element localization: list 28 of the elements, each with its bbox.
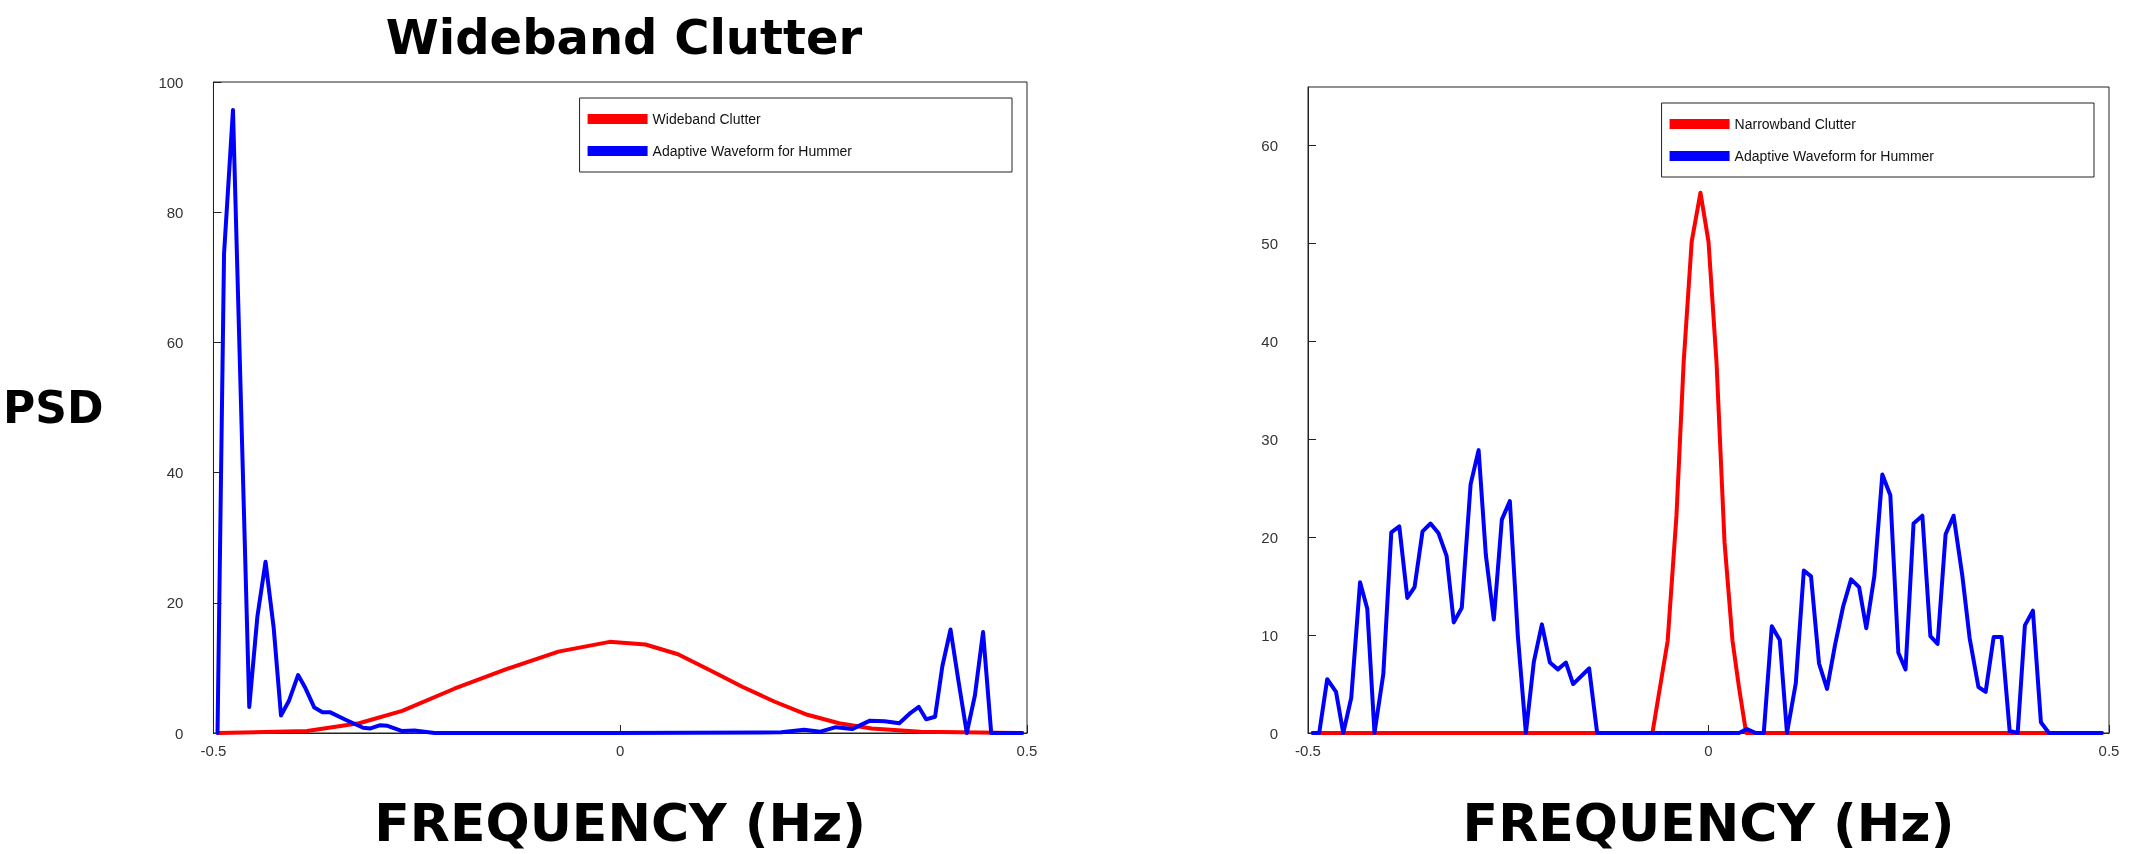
x-axis-title: FREQUENCY (Hz) — [374, 793, 867, 853]
x-tick-label: 0.5 — [1016, 742, 1038, 759]
chart-title: Wideband Clutter — [385, 9, 863, 65]
x-tick-label: 0 — [1704, 742, 1713, 759]
y-axis-title: PSD — [2, 382, 104, 433]
x-tick-label: -0.5 — [1295, 742, 1321, 759]
y-tick-label: 30 — [1261, 430, 1278, 448]
x-tick-label: -0.5 — [200, 742, 227, 759]
legend-label: Adaptive Waveform for Hummer — [652, 143, 853, 159]
y-tick-label: 50 — [1261, 235, 1278, 253]
x-axis-title: FREQUENCY (Hz) — [1462, 793, 1955, 853]
legend-label: Adaptive Waveform for Hummer — [1734, 148, 1935, 164]
y-tick-label: 100 — [158, 73, 184, 91]
y-tick-label: 0 — [1269, 724, 1278, 742]
y-tick-label: 40 — [1261, 332, 1278, 350]
line-series — [1310, 448, 2104, 735]
y-tick-label: 10 — [1261, 626, 1278, 644]
y-tick-label: 20 — [1261, 528, 1278, 546]
legend-label: Wideband Clutter — [652, 111, 762, 127]
y-tick-label: 80 — [166, 203, 184, 221]
y-tick-label: 40 — [166, 464, 184, 482]
y-tick-label: 0 — [175, 724, 184, 742]
x-tick-label: 0 — [616, 742, 625, 759]
y-tick-label: 20 — [166, 594, 184, 612]
y-tick-label: 60 — [166, 333, 184, 351]
x-tick-label: 0.5 — [2098, 742, 2120, 759]
legend-label: Narrowband Clutter — [1734, 116, 1857, 132]
y-tick-label: 60 — [1261, 137, 1278, 155]
